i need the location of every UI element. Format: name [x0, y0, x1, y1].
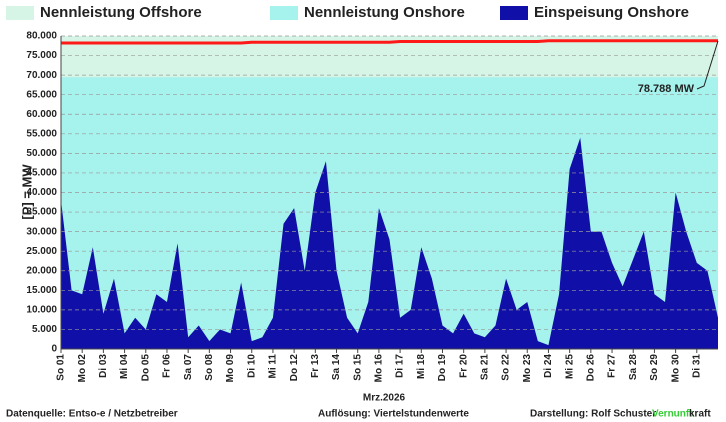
offshore-capacity-area: [61, 40, 718, 78]
x-tick-label: Sa 07: [183, 354, 194, 381]
x-tick-label: Do 05: [140, 354, 151, 382]
y-tick-label: 75.000: [26, 50, 57, 61]
brand-suffix: kraft: [689, 409, 711, 420]
x-tick-label: Sa 21: [480, 354, 491, 381]
footer-author: Darstellung: Rolf Schuster: [530, 409, 656, 420]
x-tick-label: Di 31: [691, 354, 702, 378]
y-tick-label: 50.000: [26, 148, 57, 159]
x-tick-label: Di 24: [543, 354, 554, 378]
x-tick-label: Do 12: [289, 354, 300, 382]
y-tick-label: 0: [51, 344, 57, 355]
x-tick-label: So 29: [649, 354, 660, 381]
footer-source: Datenquelle: Entso-e / Netzbetreiber: [6, 409, 178, 420]
x-tick-label: Mo 02: [77, 354, 88, 383]
annotation-leader: [696, 40, 719, 90]
x-tick-label: Di 17: [395, 354, 406, 378]
annotation: 78.788 MW: [638, 83, 695, 95]
x-tick-label: Do 26: [585, 354, 596, 382]
feed-in-area: [61, 137, 718, 349]
x-tick-label: Mi 18: [416, 354, 427, 379]
legend-label: Nennleistung Onshore: [304, 4, 465, 21]
onshore-capacity-area: [61, 77, 718, 350]
x-tick-label: Sa 28: [628, 354, 639, 381]
x-tick-label: Mo 09: [225, 354, 236, 383]
y-tick-label: 80.000: [26, 31, 57, 42]
y-tick-label: 70.000: [26, 70, 57, 81]
x-tick-label: Mo 23: [522, 354, 533, 383]
y-tick-label: 30.000: [26, 226, 57, 237]
x-tick-label: So 22: [501, 354, 512, 381]
y-tick-label: 5.000: [32, 324, 57, 335]
footer-resolution: Auflösung: Viertelstundenwerte: [318, 409, 469, 420]
x-tick-label: Mo 16: [374, 354, 385, 383]
y-tick-label: 25.000: [26, 246, 57, 257]
x-tick-label: Sa 14: [331, 354, 342, 381]
legend-swatch: [270, 6, 298, 20]
x-tick-label: Fr 13: [310, 354, 321, 378]
x-tick-label: Mi 04: [119, 354, 130, 379]
legend-label: Einspeisung Onshore: [534, 4, 689, 21]
x-axis-label: Mrz.2026: [363, 393, 406, 404]
y-tick-label: 10.000: [26, 305, 57, 316]
y-tick-label: 35.000: [26, 207, 57, 218]
y-tick-label: 40.000: [26, 187, 57, 198]
brand: Vernunft: [652, 409, 693, 420]
y-tick-label: 65.000: [26, 89, 57, 100]
x-tick-label: Mo 30: [670, 354, 681, 383]
legend-swatch: [500, 6, 528, 20]
legend-label: Nennleistung Offshore: [40, 4, 202, 21]
x-tick-label: Mi 11: [268, 354, 279, 379]
offshore-capacity-line: [61, 39, 718, 45]
x-tick-label: Di 10: [246, 354, 257, 378]
x-tick-label: Di 03: [98, 354, 109, 378]
x-tick-label: Fr 27: [607, 354, 618, 378]
y-tick-label: 20.000: [26, 265, 57, 276]
y-tick-label: 60.000: [26, 109, 57, 120]
x-tick-label: Do 19: [437, 354, 448, 382]
x-tick-label: Mi 25: [564, 354, 575, 379]
x-tick-label: So 01: [56, 354, 67, 381]
y-axis-label: [P] = MW: [19, 164, 34, 220]
legend-swatch: [6, 6, 34, 20]
y-tick-label: 45.000: [26, 168, 57, 179]
y-tick-label: 15.000: [26, 285, 57, 296]
x-tick-label: So 08: [204, 354, 215, 381]
x-tick-label: Fr 06: [162, 354, 173, 378]
x-tick-label: Fr 20: [458, 354, 469, 378]
y-tick-label: 55.000: [26, 128, 57, 139]
x-tick-label: So 15: [352, 354, 363, 381]
